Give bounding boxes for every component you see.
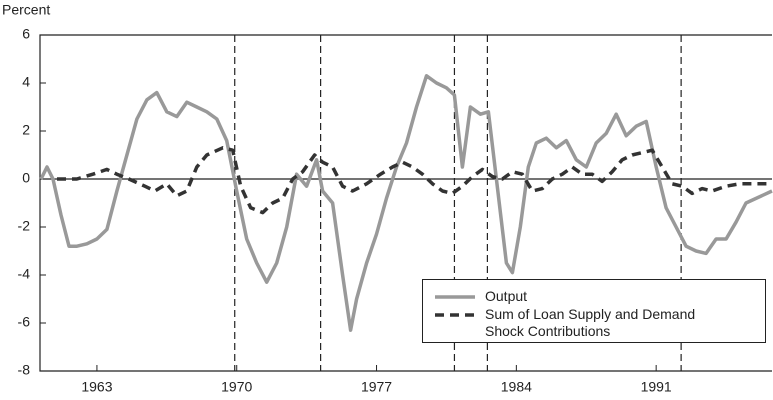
legend-swatch [435,313,475,317]
legend-swatch [435,295,475,299]
plot-frame [39,34,772,372]
legend: Output Sum of Loan Supply and Demand Shoc… [422,279,766,343]
x-tick-label: 1991 [641,379,672,395]
y-tick-label: 6 [22,26,30,42]
y-tick-label: 0 [22,170,30,186]
legend-label: Output [485,288,528,304]
y-tick-label: -2 [18,218,31,234]
y-tick-label: -6 [18,314,31,330]
y-axis-label: Percent [2,2,50,18]
series-line [57,146,772,215]
y-tick-label: 4 [22,74,30,90]
legend-label: Sum of Loan Supply and Demand Shock Cont… [485,306,696,339]
x-tick-label: 1970 [221,379,252,395]
y-tick-label: -8 [18,362,31,378]
y-tick-label: -4 [18,266,31,282]
x-tick-label: 1977 [361,379,392,395]
y-tick-label: 2 [22,122,30,138]
x-tick-label: 1984 [501,379,532,395]
x-tick-label: 1963 [81,379,112,395]
